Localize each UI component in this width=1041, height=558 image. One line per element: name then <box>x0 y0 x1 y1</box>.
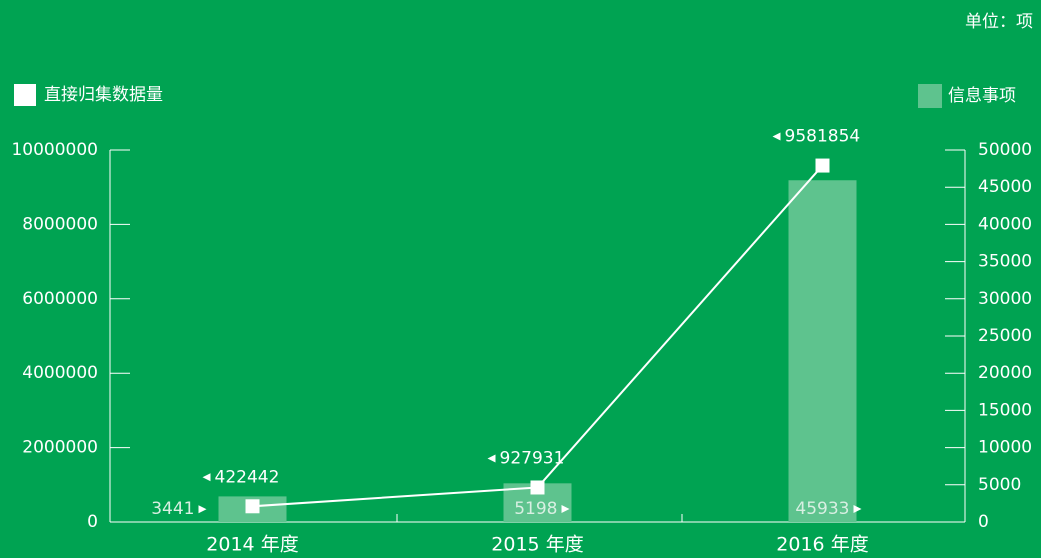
x-tick-label: 2016 年度 <box>776 534 868 556</box>
y2-tick-label: 25000 <box>978 326 1032 346</box>
arrow <box>202 473 211 482</box>
y2-tick-label: 45000 <box>978 177 1032 197</box>
y2-tick-label: 30000 <box>978 289 1032 309</box>
line-value-label: 927931 <box>500 448 565 468</box>
arrow <box>561 505 570 513</box>
arrow <box>853 505 862 513</box>
line-marker <box>815 158 830 173</box>
bar-value-label: 5198 <box>514 499 557 519</box>
y2-tick-label: 10000 <box>978 438 1032 458</box>
y-tick-label: 4000000 <box>22 363 98 383</box>
arrow <box>772 132 781 141</box>
legend-swatch <box>918 84 942 108</box>
y2-tick-label: 20000 <box>978 363 1032 383</box>
y2-tick-label: 0 <box>978 512 989 532</box>
y-tick-label: 10000000 <box>11 140 98 160</box>
y2-tick-label: 50000 <box>978 140 1032 160</box>
arrow <box>198 505 207 514</box>
bar-value-label: 45933 <box>795 499 849 519</box>
y-tick-label: 6000000 <box>22 289 98 309</box>
legend-label: 信息事项 <box>948 86 1016 106</box>
y2-tick-label: 15000 <box>978 400 1032 420</box>
legend-swatch <box>14 84 36 106</box>
x-tick-label: 2015 年度 <box>491 534 583 556</box>
y2-tick-label: 5000 <box>978 475 1021 495</box>
bar-value-label: 3441 <box>151 499 194 519</box>
y2-tick-label: 35000 <box>978 252 1032 272</box>
legend-label: 直接归集数据量 <box>44 85 163 105</box>
y-tick-label: 8000000 <box>22 214 98 234</box>
line-marker <box>245 499 260 514</box>
y-tick-label: 2000000 <box>22 438 98 458</box>
line-value-label: 422442 <box>215 467 280 487</box>
arrow <box>487 454 496 463</box>
bar <box>788 180 857 522</box>
y2-tick-label: 40000 <box>978 214 1032 234</box>
line-value-label: 9581854 <box>785 127 861 147</box>
unit-label: 单位：项 <box>965 12 1033 32</box>
x-tick-label: 2014 年度 <box>206 534 298 556</box>
line-marker <box>530 480 545 495</box>
y-tick-label: 0 <box>87 512 98 532</box>
